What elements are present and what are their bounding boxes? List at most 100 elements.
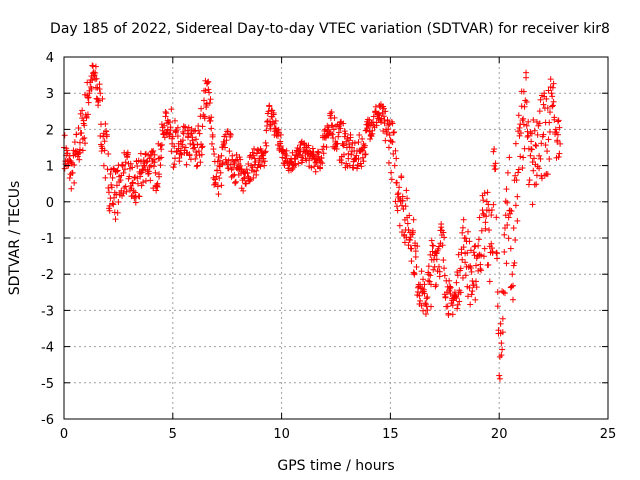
data-point (97, 90, 104, 97)
data-point (157, 162, 164, 169)
data-point (145, 170, 152, 177)
data-point (459, 256, 466, 263)
data-point (160, 130, 167, 137)
data-point (88, 85, 95, 92)
data-point (126, 173, 133, 180)
data-point (92, 69, 99, 76)
data-point (404, 195, 411, 202)
data-point (520, 88, 527, 95)
data-point (491, 146, 498, 153)
data-point (109, 174, 116, 181)
data-point (505, 235, 512, 242)
data-point (71, 179, 78, 186)
data-point (312, 168, 319, 175)
data-point (441, 265, 448, 272)
data-point (481, 245, 488, 252)
data-point (211, 151, 218, 158)
data-point (150, 147, 157, 154)
data-point (512, 202, 519, 209)
data-point (420, 286, 427, 293)
data-point (215, 191, 222, 198)
data-point (489, 248, 496, 255)
data-point (389, 120, 396, 127)
data-point (373, 119, 380, 126)
data-point (148, 162, 155, 169)
data-point (445, 310, 452, 317)
data-point (124, 151, 131, 158)
data-point (377, 119, 384, 126)
data-point (401, 239, 408, 246)
data-point (528, 146, 535, 153)
y-tick-label: -3 (41, 304, 54, 319)
data-point (454, 305, 461, 312)
data-point (557, 140, 564, 147)
data-point (425, 277, 432, 284)
data-point (71, 139, 78, 146)
data-point (442, 293, 449, 300)
data-point (421, 281, 428, 288)
data-point (405, 226, 412, 233)
data-point (76, 156, 83, 163)
data-point (174, 148, 181, 155)
data-point (412, 248, 419, 255)
data-point (129, 179, 136, 186)
data-point (428, 303, 435, 310)
data-point (536, 165, 543, 172)
data-point (473, 284, 480, 291)
data-point (342, 130, 349, 137)
data-point (168, 106, 175, 113)
data-point (531, 181, 538, 188)
data-point (218, 152, 225, 159)
data-point (483, 198, 490, 205)
data-point (90, 72, 97, 79)
data-point (150, 163, 157, 170)
data-point (354, 165, 361, 172)
data-point (454, 272, 461, 279)
data-point (124, 154, 131, 161)
data-point (340, 120, 347, 127)
data-point (523, 74, 530, 81)
data-point (465, 228, 472, 235)
data-point (261, 162, 268, 169)
data-point (554, 118, 561, 125)
data-point (129, 180, 136, 187)
data-point (138, 182, 145, 189)
data-point (95, 97, 102, 104)
data-point (318, 155, 325, 162)
data-point (482, 225, 489, 232)
data-point (217, 169, 224, 176)
x-axis-label: GPS time / hours (277, 458, 394, 474)
data-point (430, 242, 437, 249)
data-point (379, 109, 386, 116)
data-point (263, 142, 270, 149)
data-point (142, 177, 149, 184)
x-tick-label: 0 (60, 427, 68, 442)
data-point (542, 142, 549, 149)
data-point (532, 142, 539, 149)
data-point (509, 271, 516, 278)
data-point (435, 243, 442, 250)
data-point (440, 229, 447, 236)
data-point (245, 177, 252, 184)
data-point (540, 101, 547, 108)
data-point (552, 126, 559, 133)
data-point (200, 97, 207, 104)
data-point (348, 144, 355, 151)
data-point (292, 156, 299, 163)
data-point (119, 192, 126, 199)
data-point (495, 327, 502, 334)
data-point (447, 290, 454, 297)
data-point (494, 250, 501, 257)
data-point (499, 346, 506, 353)
data-point (171, 161, 178, 168)
data-point (484, 189, 491, 196)
data-point (317, 158, 324, 165)
data-point (325, 127, 332, 134)
data-point (391, 129, 398, 136)
data-point (388, 169, 395, 176)
data-point (376, 102, 383, 109)
data-point (359, 154, 366, 161)
data-point (335, 133, 342, 140)
data-point (93, 75, 100, 82)
data-point (102, 120, 109, 127)
